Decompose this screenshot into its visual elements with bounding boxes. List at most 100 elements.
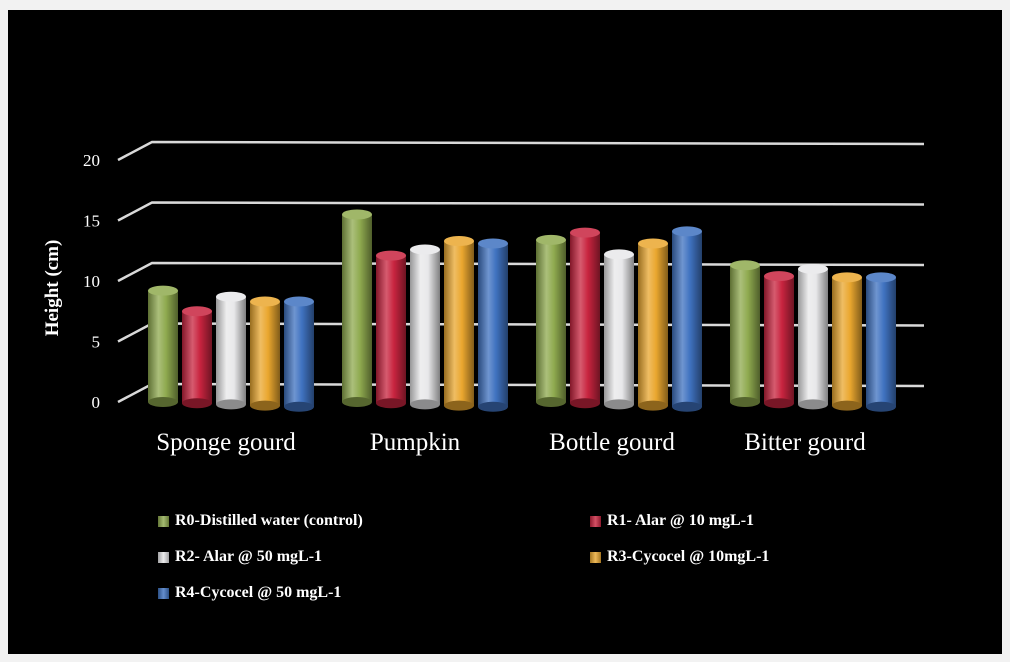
bar-2-2 (604, 249, 634, 410)
bar-top (866, 272, 896, 283)
gridline (117, 140, 925, 162)
bar-body (604, 254, 634, 405)
bar-top (604, 249, 634, 260)
y-tick-label: 15 (83, 212, 100, 231)
bar-base (638, 400, 668, 411)
bar-top (444, 236, 474, 247)
bar-0-1 (182, 306, 212, 409)
bar-2-1 (570, 227, 600, 409)
bar-1-4 (478, 238, 508, 412)
bar-body (444, 241, 474, 406)
legend-label-r2: R2- Alar @ 50 mgL-1 (175, 548, 323, 565)
x-tick-label: Bitter gourd (744, 429, 866, 456)
legend-swatch-r4 (158, 587, 169, 599)
bar-base (798, 399, 828, 410)
bar-3-3 (832, 272, 862, 411)
bar-body (182, 311, 212, 404)
bar-body (866, 277, 896, 407)
bar-top (730, 260, 760, 271)
legend-item-r2: R2- Alar @ 50 mgL-1 (158, 548, 322, 566)
y-tick-label: 5 (92, 333, 101, 352)
bar-top (832, 272, 862, 283)
y-tick-label: 10 (83, 272, 100, 291)
bar-body (148, 290, 178, 402)
bar-body (410, 249, 440, 405)
bar-top (570, 227, 600, 238)
bar-base (342, 397, 372, 407)
bar-2-3 (638, 238, 668, 411)
bar-0-2 (216, 291, 246, 410)
bar-3-4 (866, 272, 896, 412)
y-tick-label: 20 (83, 151, 100, 170)
y-tick-label: 0 (92, 393, 101, 412)
bar-base (284, 401, 314, 412)
bar-top (284, 296, 314, 307)
y-axis: 0 5 10 15 20 (83, 151, 100, 412)
legend-swatch-r0 (158, 515, 169, 527)
bar-top (342, 209, 372, 220)
bar-top (672, 226, 702, 237)
legend-swatch-r2 (158, 551, 169, 563)
bar-top (216, 291, 246, 302)
bar-0-3 (250, 296, 280, 411)
bar-base (148, 397, 178, 407)
bar-3-2 (798, 263, 828, 410)
bar-base (672, 401, 702, 412)
bar-base (182, 398, 212, 409)
gridline (117, 201, 925, 222)
bar-body (376, 255, 406, 404)
bar-top (182, 306, 212, 317)
bar-body (478, 243, 508, 407)
legend-label-r3: R3-Cycocel @ 10mgL-1 (607, 548, 770, 565)
bar-base (216, 399, 246, 410)
bar-base (536, 397, 566, 407)
bar-base (866, 401, 896, 412)
bar-body (730, 265, 760, 402)
bar-top (478, 238, 508, 249)
bar-body (536, 239, 566, 402)
bar-top (250, 296, 280, 307)
legend-swatch-r1 (590, 515, 601, 527)
legend-item-r0: R0-Distilled water (control) (158, 512, 363, 530)
legend-item-r3: R3-Cycocel @ 10mgL-1 (590, 548, 769, 566)
legend-label-r4: R4-Cycocel @ 50 mgL-1 (175, 584, 342, 601)
bar-1-0 (342, 209, 372, 407)
bar-0-0 (148, 285, 178, 407)
bars (148, 209, 896, 412)
bar-body (672, 231, 702, 407)
bar-top (536, 234, 566, 245)
bar-body (570, 232, 600, 404)
chart-plot: 0 5 10 15 20 Sponge gourd Pumpkin Bottle gourd… (42, 140, 925, 456)
bar-body (284, 301, 314, 407)
bar-top (764, 271, 794, 282)
bar-2-4 (672, 226, 702, 412)
bar-3-0 (730, 260, 760, 407)
x-axis: Sponge gourd Pumpkin Bottle gourd Bitter go… (156, 429, 866, 456)
bar-top (798, 263, 828, 274)
bar-base (764, 398, 794, 409)
bar-0-4 (284, 296, 314, 412)
bar-body (638, 243, 668, 406)
bar-top (410, 244, 440, 255)
bar-body (216, 296, 246, 405)
x-tick-label: Sponge gourd (156, 429, 296, 456)
x-tick-label: Bottle gourd (549, 429, 675, 456)
bar-base (376, 398, 406, 409)
legend-item-r1: R1- Alar @ 10 mgL-1 (590, 512, 754, 530)
y-axis-label: Height (cm) (42, 240, 63, 337)
bar-top (638, 238, 668, 249)
legend-item-r4: R4-Cycocel @ 50 mgL-1 (158, 584, 341, 602)
x-tick-label: Pumpkin (370, 429, 461, 456)
bar-base (410, 399, 440, 410)
legend: R0-Distilled water (control) R1- Alar @ … (158, 508, 918, 628)
legend-swatch-r3 (590, 551, 601, 563)
bar-body (764, 276, 794, 404)
bar-base (444, 400, 474, 411)
bar-base (570, 398, 600, 409)
bar-1-3 (444, 236, 474, 411)
bar-base (250, 400, 280, 411)
bar-base (832, 400, 862, 411)
bar-top (148, 285, 178, 296)
bar-1-2 (410, 244, 440, 410)
bar-2-0 (536, 234, 566, 407)
